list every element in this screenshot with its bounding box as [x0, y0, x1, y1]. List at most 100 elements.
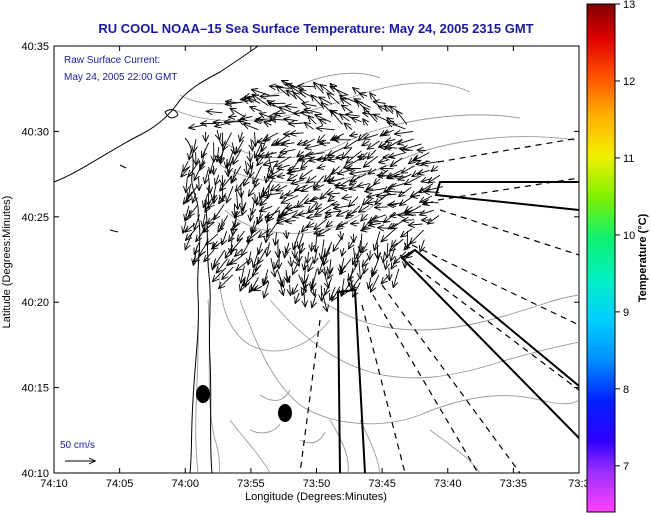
current-vector: [304, 260, 306, 269]
current-vector: [378, 228, 390, 229]
current-vector: [319, 255, 325, 275]
current-vector: [286, 221, 296, 222]
colorbar-tick-label: 7: [623, 461, 629, 473]
current-vector: [263, 276, 267, 286]
current-vector: [236, 139, 244, 153]
current-vector: [280, 150, 296, 153]
current-vector: [332, 286, 341, 301]
map-title: RU COOL NOAA–15 Sea Surface Temperature:…: [98, 21, 533, 36]
current-vector: [328, 146, 346, 155]
current-vector: [287, 168, 306, 174]
current-vector: [280, 193, 288, 198]
current-vector: [286, 207, 305, 209]
current-vector: [185, 223, 196, 232]
current-vector: [255, 121, 264, 122]
current-vector: [194, 139, 196, 152]
current-vector: [308, 116, 317, 125]
current-vector: [264, 282, 270, 298]
current-vector: [245, 160, 247, 175]
current-vector: [315, 204, 332, 215]
current-vector: [362, 257, 369, 266]
current-vector: [227, 185, 234, 202]
current-vector: [256, 259, 259, 271]
current-vector: [431, 166, 439, 171]
current-vector: [318, 166, 326, 168]
current-vector: [329, 177, 345, 183]
current-vector: [203, 213, 206, 227]
current-vector: [254, 178, 258, 187]
current-vector: [350, 171, 370, 174]
current-vector: [205, 169, 209, 184]
current-vector: [315, 204, 323, 210]
radar-site-marker: [278, 404, 292, 422]
current-vector: [235, 248, 243, 256]
current-vector: [390, 203, 403, 205]
current-vector: [389, 182, 406, 188]
current-vector: [298, 86, 316, 87]
current-vector: [342, 105, 353, 113]
current-vector: [330, 286, 336, 300]
current-vector: [293, 283, 298, 294]
current-vector: [244, 176, 250, 186]
current-vector: [312, 285, 314, 295]
current-vector: [237, 230, 245, 241]
current-vector: [418, 170, 431, 174]
current-vector: [350, 134, 358, 136]
current-vector: [304, 265, 306, 284]
current-vector: [284, 133, 304, 135]
current-vector: [249, 186, 255, 196]
current-vector: [401, 228, 413, 237]
current-vector: [275, 232, 277, 245]
current-vector: [260, 96, 280, 97]
current-vector: [204, 249, 215, 261]
y-axis-label: Latitude (Degrees:Minutes): [1, 196, 13, 329]
current-vector: [258, 246, 268, 264]
current-vector: [216, 258, 228, 273]
current-vector: [262, 193, 282, 196]
current-vector: [186, 176, 188, 193]
current-vector: [189, 148, 191, 159]
current-vector: [295, 241, 296, 258]
current-vector: [352, 118, 362, 122]
current-vector: [250, 159, 251, 169]
current-vector: [370, 250, 371, 259]
current-vector: [266, 152, 273, 157]
current-vector: [383, 251, 385, 263]
current-vector: [237, 192, 238, 209]
current-vector: [200, 160, 205, 171]
x-tick-label: 74:10: [40, 478, 68, 490]
current-vector: [314, 218, 328, 229]
current-vector: [350, 173, 367, 181]
current-vector: [280, 277, 282, 285]
current-vector: [234, 204, 235, 217]
current-vector: [346, 114, 360, 116]
current-vector: [314, 248, 317, 263]
current-vector: [327, 93, 341, 105]
current-vector: [297, 194, 309, 207]
current-vector: [340, 230, 342, 239]
current-vector: [311, 95, 323, 107]
current-vector: [230, 255, 242, 264]
current-vector: [428, 174, 441, 183]
current-vector: [362, 141, 370, 146]
current-vector: [270, 119, 286, 120]
current-vector: [353, 282, 361, 297]
current-vector: [311, 242, 312, 251]
current-vector: [277, 165, 290, 169]
current-vector: [300, 169, 313, 179]
current-vector: [381, 228, 396, 242]
current-vector: [248, 251, 251, 265]
x-axis-ticks: 74:10 74:05 74:00 73:55 73:50 73:45 73:40 73:35…: [40, 46, 590, 490]
x-tick-label: 73:55: [237, 478, 265, 490]
current-vector: [276, 184, 288, 190]
current-vector: [368, 169, 377, 174]
bathymetry-contours: [174, 72, 580, 474]
colorbar-tick-label: 9: [623, 307, 629, 319]
current-vector: [314, 185, 325, 190]
current-vector: [231, 237, 244, 252]
current-vector: [277, 175, 286, 176]
x-axis-label: Longitude (Degrees:Minutes): [245, 491, 387, 503]
x-tick-label: 74:05: [106, 478, 134, 490]
current-vector: [286, 230, 287, 238]
colorbar-tick-label: 10: [623, 230, 635, 242]
